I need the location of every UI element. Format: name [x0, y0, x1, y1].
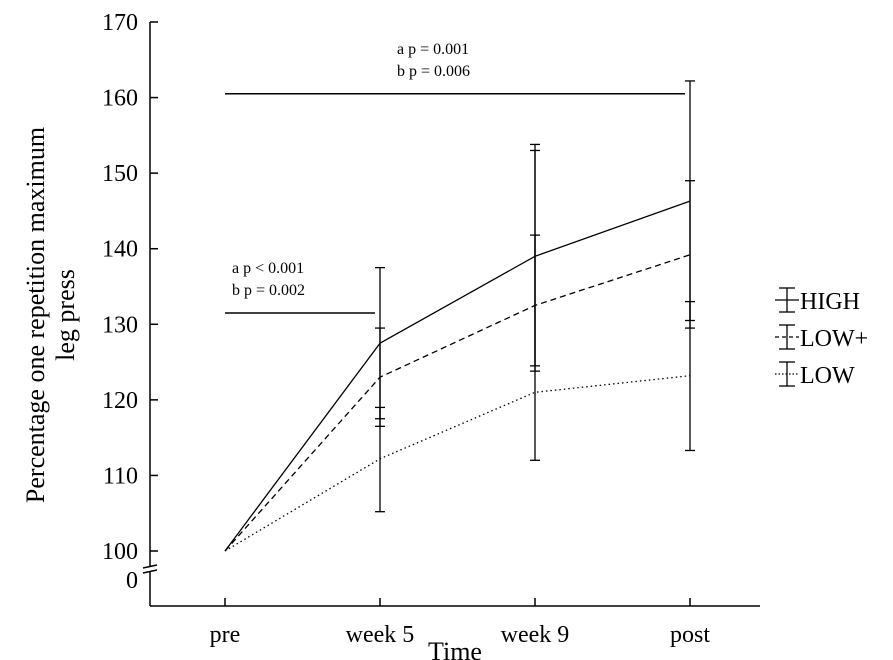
legend-label: LOW+ [800, 326, 868, 352]
y-tick-label: 160 [102, 86, 138, 112]
x-tick-label: post [670, 622, 710, 648]
y-axis-title: Percentage one repetition maximumleg pre… [21, 127, 80, 503]
y-tick-label: 150 [102, 161, 138, 187]
legend-item: LOW [775, 361, 855, 389]
legend-item: HIGH [775, 287, 860, 315]
y-tick-label-zero: 0 [126, 568, 138, 594]
legend: HIGH LOW+ LOW [775, 287, 868, 389]
y-axis-title-line: Percentage one repetition maximum [21, 127, 50, 503]
significance-annotation: a p = 0.001 b p = 0.006 [225, 41, 685, 95]
x-tick-label: week 9 [501, 622, 570, 648]
legend-label: HIGH [800, 289, 860, 315]
y-tick-label: 100 [102, 539, 138, 565]
y-tick-label: 140 [102, 237, 138, 263]
series-low-plus [224, 149, 695, 552]
x-tick-label: pre [210, 622, 241, 648]
x-axis-title: Time [428, 637, 482, 660]
series-high [224, 80, 695, 552]
y-axis-break-mark [142, 569, 158, 574]
series-line [224, 254, 691, 552]
significance-text: a p < 0.001 [232, 260, 304, 277]
significance-text: b p = 0.006 [397, 63, 470, 80]
y-axis-break-mark [142, 564, 158, 569]
legend-label: LOW [800, 363, 855, 389]
series-low [224, 234, 695, 552]
series-layer [224, 80, 695, 552]
legend-item: LOW+ [775, 324, 868, 352]
y-tick-label: 170 [102, 10, 138, 36]
series-line [224, 375, 691, 552]
axes: 100 110 120 130 140 150 160 170 0 pre week 5 week 9… [21, 10, 760, 660]
y-tick-label: 110 [103, 463, 138, 489]
series-line [224, 200, 691, 552]
y-tick-label: 120 [102, 388, 138, 414]
annotations-layer: a p = 0.001 b p = 0.006 a p < 0.001 b p = 0… [225, 41, 685, 314]
significance-text: a p = 0.001 [397, 41, 469, 58]
y-tick-label: 130 [102, 312, 138, 338]
y-axis-title-line: leg press [51, 269, 80, 361]
significance-annotation: a p < 0.001 b p = 0.002 [225, 260, 375, 314]
x-tick-label: week 5 [346, 622, 415, 648]
significance-text: b p = 0.002 [232, 282, 305, 299]
